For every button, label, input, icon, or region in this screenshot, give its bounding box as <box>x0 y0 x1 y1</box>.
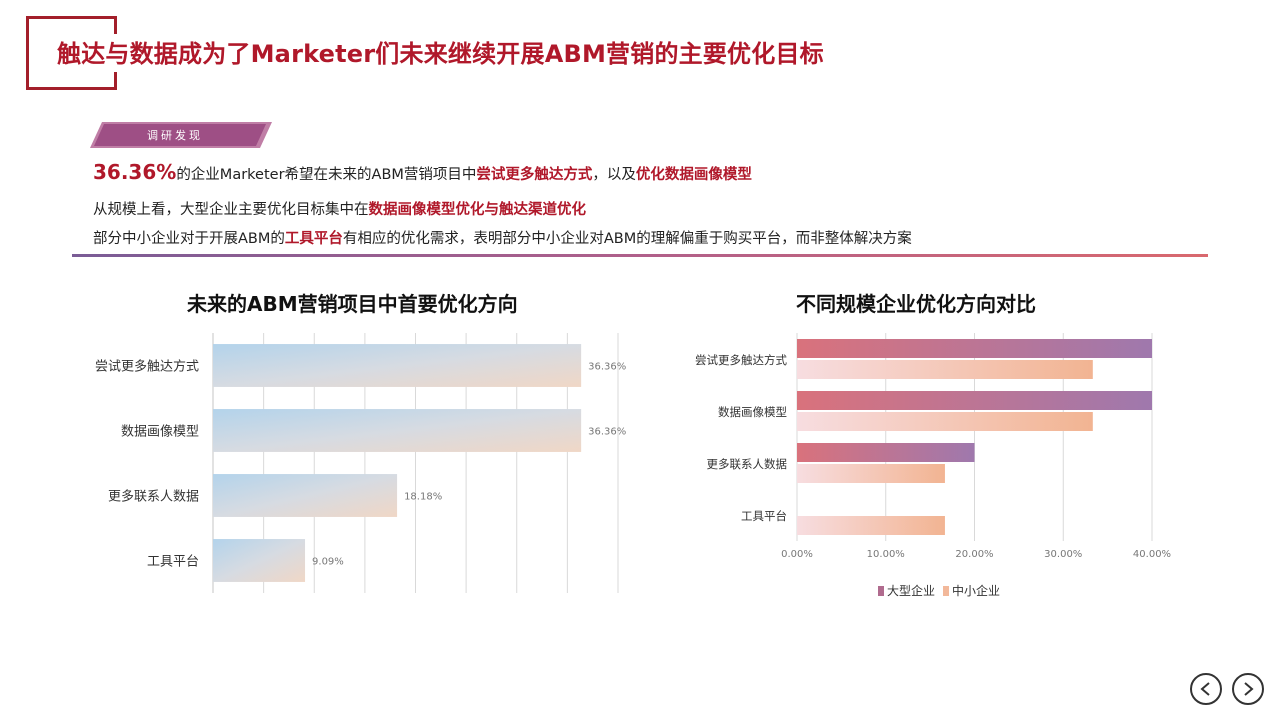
tag-label: 调研发现 <box>147 129 203 142</box>
finding-percent: 36.36% <box>93 160 177 184</box>
chart-1-title: 未来的ABM营销项目中首要优化方向 <box>187 292 518 316</box>
finding-highlight: 尝试更多触达方式 <box>476 167 593 183</box>
chart-2-bar-large <box>797 443 975 462</box>
chart-2-bar-sme <box>797 360 1093 379</box>
chart-2-legend: 大型企业 中小企业 <box>878 582 1000 599</box>
chart-1-category-label: 工具平台 <box>147 555 199 570</box>
chart-2-category-label: 尝试更多触达方式 <box>695 353 787 367</box>
legend-item-large: 大型企业 <box>878 582 935 599</box>
finding-text: 的企业Marketer希望在未来的ABM营销项目中 <box>176 167 477 183</box>
chart-1-bar <box>213 409 582 452</box>
chart-2-bar-sme <box>797 412 1093 431</box>
chart-1-value-label: 36.36% <box>588 427 626 438</box>
legend-label: 中小企业 <box>952 584 1001 598</box>
chart-1: 尝试更多触达方式 36.36% 数据画像模型 36.36% 更多联系人数据 18.18% 工… <box>95 333 626 593</box>
chart-1-value-label: 18.18% <box>404 492 442 503</box>
section-divider <box>72 254 1208 257</box>
chart-2-tick-label: 0.00% <box>781 549 813 560</box>
finding-text: 有相应的优化需求，表明部分中小企业对ABM的理解偏重于购买平台，而非整体解决方案 <box>342 231 912 247</box>
chart-1-category-label: 数据画像模型 <box>121 425 199 440</box>
next-slide-button[interactable] <box>1232 673 1264 705</box>
chart-2-bar-sme <box>797 516 945 535</box>
title-corner-bracket <box>26 16 117 90</box>
chart-1-value-label: 36.36% <box>588 362 626 373</box>
chart-1-bar <box>213 344 582 387</box>
chart-2-tick-label: 40.00% <box>1133 549 1171 560</box>
research-finding-tag: 调研发现 <box>90 122 272 148</box>
finding-line-3: 部分中小企业对于开展ABM的工具平台有相应的优化需求，表明部分中小企业对ABM的… <box>93 227 912 248</box>
chart-2-tick-label: 10.00% <box>867 549 905 560</box>
legend-item-sme: 中小企业 <box>943 582 1000 599</box>
chart-2-title: 不同规模企业优化方向对比 <box>796 292 1036 316</box>
chart-2-bar-large <box>797 339 1152 358</box>
legend-label: 大型企业 <box>887 584 936 598</box>
finding-line-2: 从规模上看，大型企业主要优化目标集中在数据画像模型优化与触达渠道优化 <box>93 198 586 219</box>
chevron-right-icon <box>1244 682 1254 696</box>
page-title: 触达与数据成为了Marketer们未来继续开展ABM营销的主要优化目标 <box>57 40 824 68</box>
chart-2-bar-sme <box>797 464 945 483</box>
chart-1-category-label: 更多联系人数据 <box>108 489 199 505</box>
chevron-left-icon <box>1200 682 1210 696</box>
chart-1-bar <box>213 539 306 582</box>
chart-2-category-label: 数据画像模型 <box>718 405 787 419</box>
prev-slide-button[interactable] <box>1190 673 1222 705</box>
finding-text: 从规模上看，大型企业主要优化目标集中在 <box>93 202 369 218</box>
finding-highlight: 数据画像模型优化与触达渠道优化 <box>368 202 587 218</box>
legend-swatch-sme <box>943 585 950 596</box>
chart-2-bar-large <box>797 391 1152 410</box>
legend-swatch-large <box>878 585 884 596</box>
chart-1-value-label: 9.09% <box>312 557 344 568</box>
chart-2-category-label: 工具平台 <box>741 509 787 523</box>
finding-text: 部分中小企业对于开展ABM的 <box>93 231 285 247</box>
chart-2-tick-label: 20.00% <box>955 549 993 560</box>
chart-2: 0.00% 10.00% 20.00% 30.00% 40.00% 尝试更多触达方式数据画… <box>695 333 1171 560</box>
chart-1-category-label: 尝试更多触达方式 <box>95 359 199 375</box>
finding-highlight: 优化数据画像模型 <box>635 167 752 183</box>
chart-2-tick-label: 30.00% <box>1044 549 1082 560</box>
finding-line-1: 36.36%的企业Marketer希望在未来的ABM营销项目中尝试更多触达方式，… <box>93 160 752 184</box>
chart-2-category-label: 更多联系人数据 <box>707 457 788 471</box>
finding-text: ，以及 <box>592 167 636 183</box>
chart-1-bar <box>213 474 398 517</box>
finding-highlight: 工具平台 <box>284 231 343 247</box>
